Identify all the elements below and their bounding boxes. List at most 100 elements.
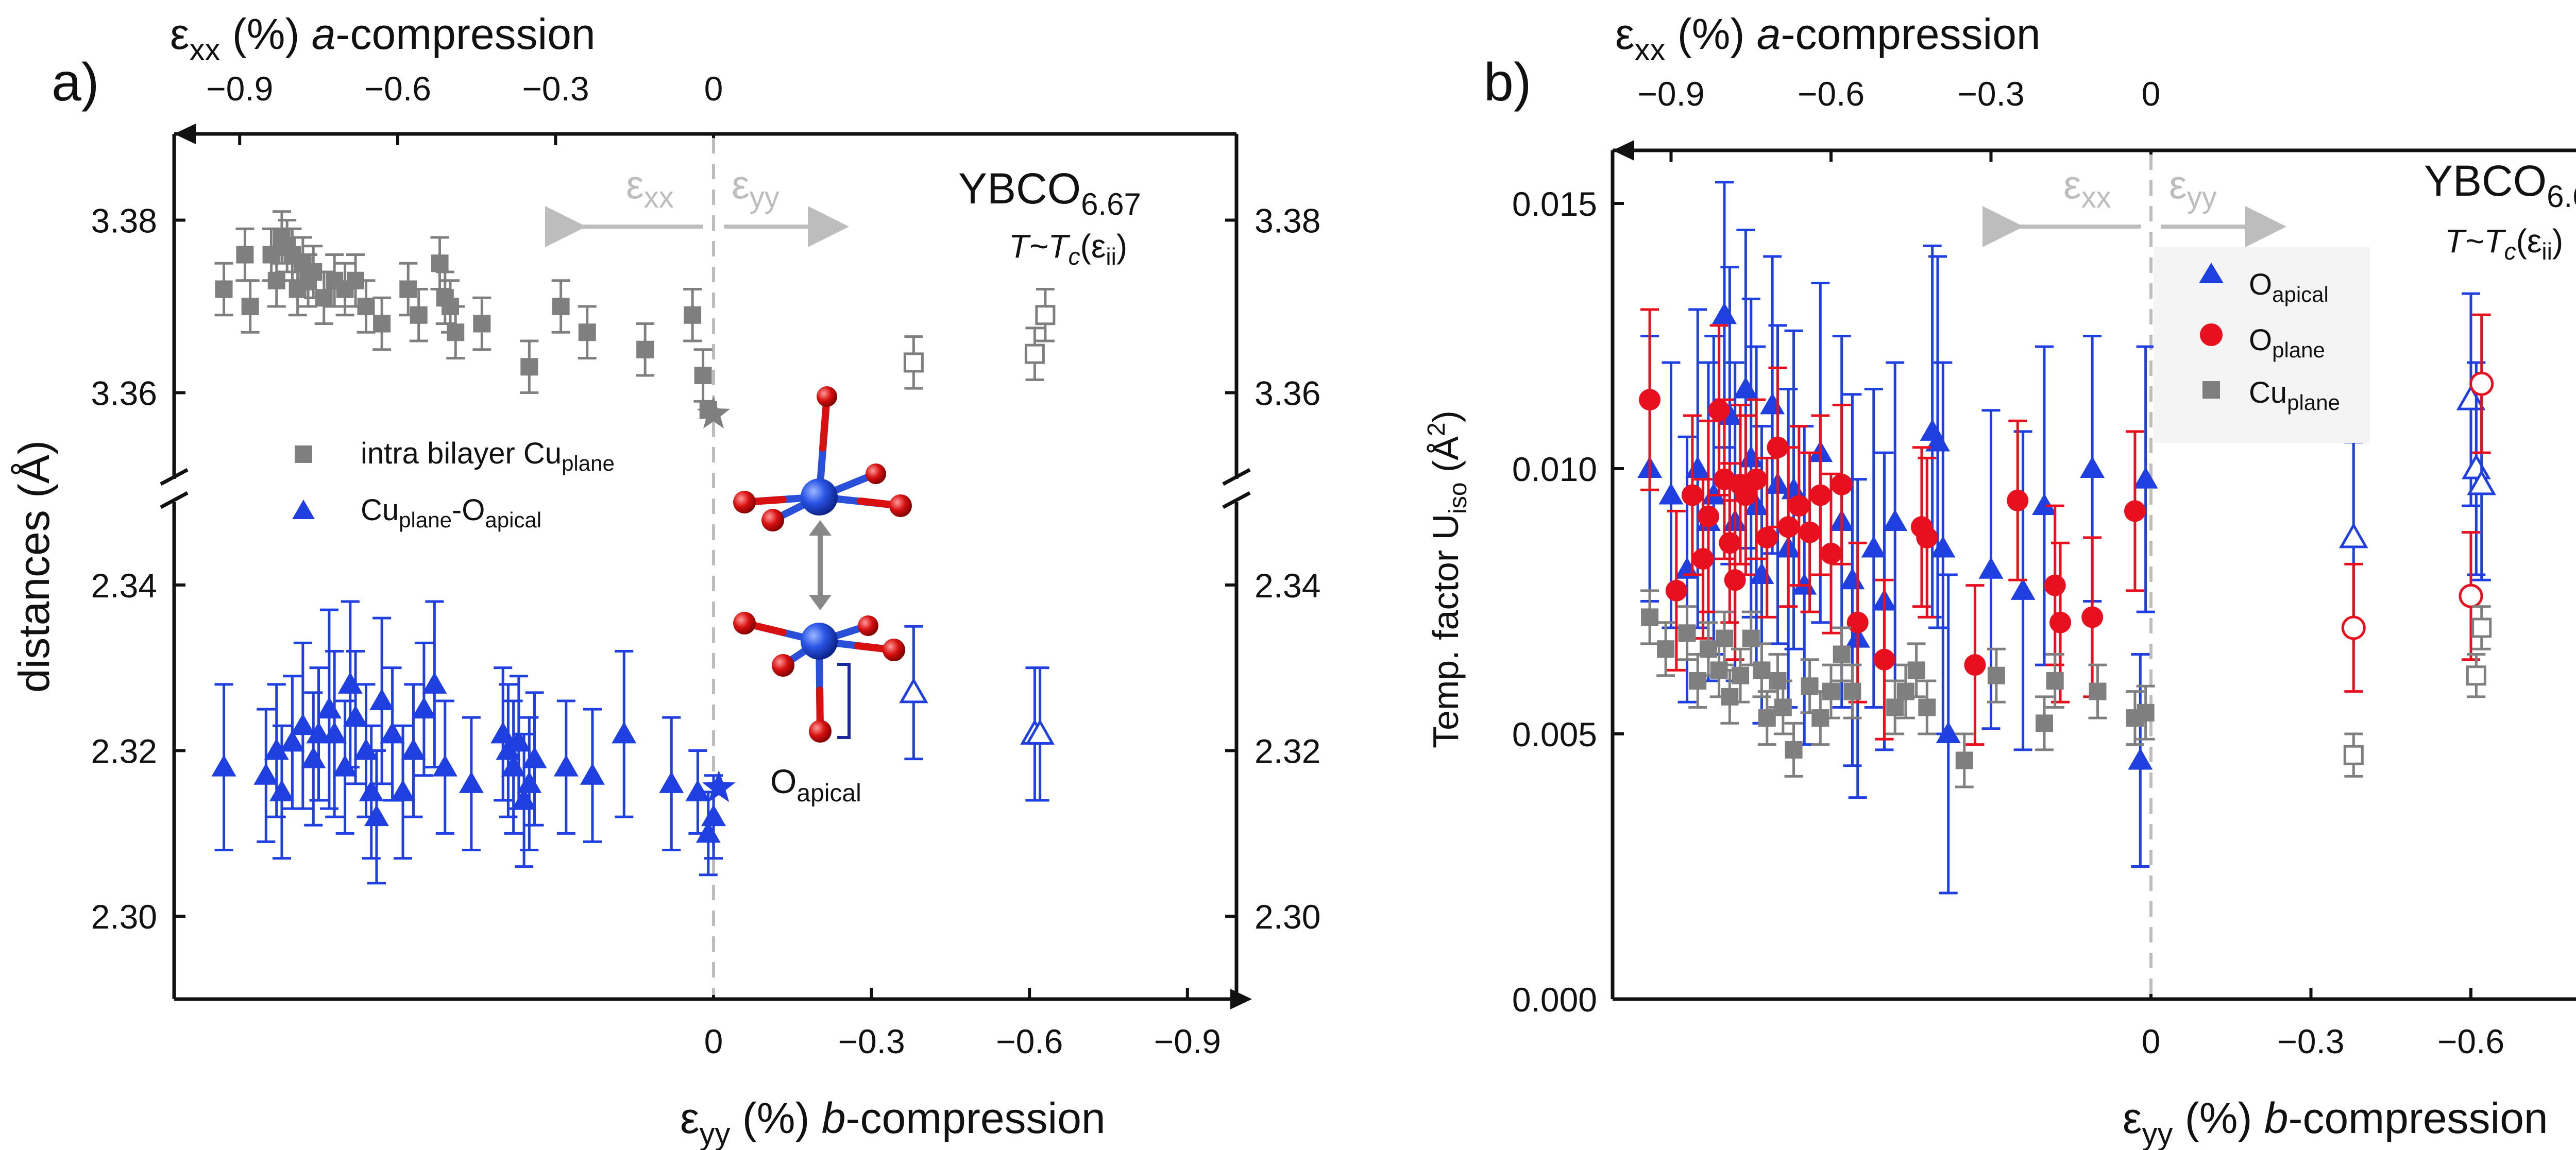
data-point [1767,436,1789,458]
data-point [1987,666,2005,684]
data-point [659,771,684,793]
data-point [306,722,331,744]
data-point [1833,645,1851,663]
data-point [373,315,391,333]
data-point [1678,624,1696,642]
data-point [2343,745,2364,765]
data-point [211,754,236,777]
data-point [473,315,491,333]
data-point [1685,456,1710,478]
data-point [431,254,449,272]
data-point [2010,578,2036,600]
data-point [215,280,233,298]
top-tick-label: 0 [704,70,723,108]
crystal-structure-inset: Oapical [733,386,912,807]
top-tick-label: −0.6 [1798,75,1865,113]
y-tick-label: 2.30 [1255,898,1320,936]
data-point [2124,500,2146,522]
data-point [2089,682,2107,700]
oxygen-atom [733,612,756,634]
panel-b-sample-label: YBCO6.67 [2424,157,2576,214]
data-point [1822,682,1840,700]
data-point [315,289,333,307]
panel-b-eyy-label: εyy [2169,162,2217,214]
copper-atom [801,478,838,516]
panel-a-top-ticks: −0.9 −0.6 −0.3 0 [206,70,723,145]
panel-a-data [211,210,1056,885]
data-point [684,306,702,324]
panel-b-data [1637,181,2497,895]
data-point [1732,666,1750,684]
oxygen-atom [858,615,878,636]
panel-a-eyy-label: εyy [732,162,779,214]
data-point [697,397,731,428]
data-point [1907,661,1925,679]
data-point [241,298,259,315]
data-point [1657,640,1675,658]
legend-entry-o-plane: Oplane [2249,323,2325,362]
data-point [236,246,254,264]
data-point [1799,521,1821,543]
data-point [1916,526,1938,548]
data-point [522,746,547,768]
data-point [1930,536,1956,558]
y-tick-label: 0.000 [1512,981,1597,1019]
data-point [411,697,436,719]
data-point [1658,483,1684,505]
data-point [410,306,428,324]
panel-a-condition: T~Tc(εii) [1009,228,1127,270]
top-tick-label: −0.9 [206,70,273,108]
arrow-head-up [809,520,832,536]
data-point [552,298,570,315]
data-point [1774,698,1792,716]
data-point [1641,608,1659,626]
legend-entry-cu-plane: Cuplane [2249,376,2340,415]
data-point [322,722,347,744]
data-point [1809,484,1832,506]
data-point [380,722,405,744]
data-point [1712,302,1737,324]
data-point [1840,568,1865,590]
data-point [2080,456,2105,478]
data-point [1785,741,1803,759]
data-point [2462,453,2491,479]
data-point [2137,703,2155,722]
data-point [332,754,358,777]
data-point [1735,484,1757,506]
panel-a-bottom-axis-label: εyy (%) b-compression [680,1094,1106,1150]
data-point [553,754,579,777]
data-point [1820,542,1842,564]
data-point [636,340,654,358]
panel-a-sample-label: YBCO6.67 [958,164,1141,221]
data-point [2466,665,2486,686]
data-point [2128,748,2153,770]
y-tick-label: 3.36 [1255,374,1320,413]
data-point [267,271,285,289]
data-point [447,323,465,341]
legend-triangle-marker [2199,263,2224,283]
legend-entry-cu-plane: intra bilayer Cuplane [361,437,615,475]
y-tick-label: 0.015 [1512,185,1597,223]
data-point [701,804,726,827]
panel-b-exx-label: εxx [2063,162,2111,214]
data-point [1665,579,1687,602]
y-tick-label: 2.32 [91,732,157,770]
data-point [1716,629,1733,647]
data-point [1777,516,1800,538]
arrow-head-down [809,595,832,610]
data-point [2049,611,2072,633]
data-point [2081,606,2104,628]
data-point [391,779,416,801]
y-tick-label: 3.38 [1255,202,1320,240]
data-point [2036,714,2053,732]
data-point [290,713,315,735]
panel-a-legend: intra bilayer Cuplane Cuplane-Oapical [292,437,615,532]
data-point [1843,682,1861,700]
data-point [1738,445,1764,468]
bottom-tick-label: −0.3 [2277,1022,2344,1060]
data-point [337,672,363,694]
y-tick-label: 2.32 [1255,732,1320,770]
oxygen-atom [883,639,905,661]
data-point [1756,526,1778,548]
legend-entry-o-apical: Oapical [2249,268,2329,306]
